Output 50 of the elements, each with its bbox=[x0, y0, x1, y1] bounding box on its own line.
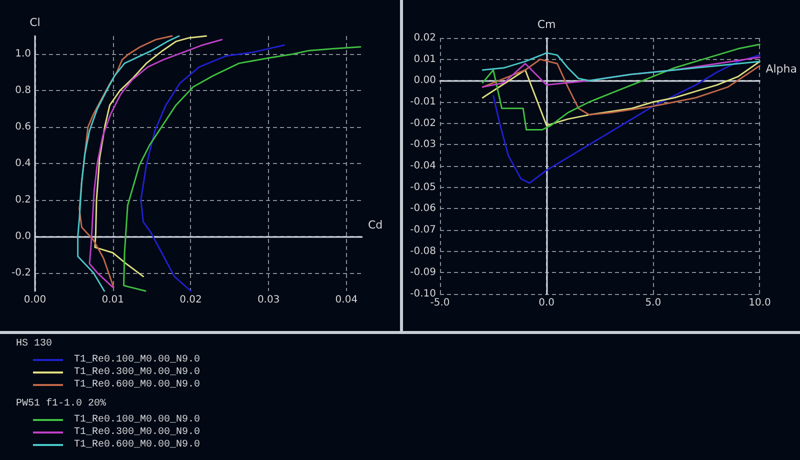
y-tick-label: 0.6 bbox=[15, 122, 31, 133]
legend-label: T1_Re0.600_M0.00_N9.0 bbox=[74, 380, 200, 390]
y-tick-label: 0.0 bbox=[15, 230, 31, 242]
y-tick-label: -0.07 bbox=[410, 224, 436, 236]
x-tick-label: 0.00 bbox=[24, 294, 46, 306]
y-tick-label: 0.01 bbox=[414, 54, 436, 65]
x-tick-label: 10.0 bbox=[748, 298, 771, 308]
legend-label: T1_Re0.600_M0.00_N9.0 bbox=[74, 440, 200, 450]
line-series bbox=[482, 60, 760, 126]
y-tick-label: 0.2 bbox=[15, 194, 31, 206]
y-tick-label: -0.05 bbox=[410, 182, 436, 193]
x-axis-title: Cd bbox=[368, 218, 383, 232]
x-tick-label: 0.04 bbox=[335, 294, 358, 306]
x-tick-label: 0.01 bbox=[102, 294, 124, 306]
legend-label: T1_Re0.300_M0.00_N9.0 bbox=[74, 367, 200, 378]
y-tick-label: 1.0 bbox=[15, 48, 31, 60]
y-tick-label: -0.06 bbox=[410, 203, 436, 214]
line-series bbox=[492, 54, 760, 184]
x-axis-title: Alpha bbox=[766, 62, 798, 76]
line-series bbox=[482, 58, 760, 116]
y-tick-label: 0.4 bbox=[15, 158, 31, 169]
y-tick-label: -0.02 bbox=[410, 118, 436, 129]
y-tick-label: -0.01 bbox=[410, 96, 436, 108]
y-tick-label: 0.02 bbox=[414, 32, 436, 44]
x-tick-label: 0.03 bbox=[257, 294, 280, 306]
line-series bbox=[482, 52, 760, 82]
y-tick-label: 0.00 bbox=[414, 75, 436, 86]
x-tick-label: 5.0 bbox=[645, 298, 662, 308]
y-axis-title: Cm bbox=[537, 18, 556, 31]
line-series bbox=[123, 46, 362, 292]
x-tick-label: 0.0 bbox=[538, 298, 555, 308]
x-tick-label: 0.02 bbox=[180, 294, 202, 306]
line-series bbox=[94, 35, 208, 278]
y-tick-label: -0.2 bbox=[11, 267, 31, 278]
text: HS 130 bbox=[16, 338, 52, 350]
line-series bbox=[140, 44, 285, 292]
legend-label: T1_Re0.300_M0.00_N9.0 bbox=[74, 427, 200, 438]
legend-label: T1_Re0.100_M0.00_N9.0 bbox=[74, 414, 200, 426]
y-axis-title: Cl bbox=[30, 16, 40, 29]
y-tick-label: -0.03 bbox=[410, 139, 436, 150]
legend-label: T1_Re0.100_M0.00_N9.0 bbox=[74, 354, 200, 366]
line-series bbox=[482, 44, 760, 130]
y-tick-label: -0.10 bbox=[410, 288, 436, 300]
y-tick-label: -0.08 bbox=[410, 246, 436, 257]
line-series bbox=[88, 38, 223, 288]
y-tick-label: -0.09 bbox=[410, 267, 436, 278]
y-tick-label: 0.8 bbox=[15, 85, 31, 96]
y-tick-label: -0.04 bbox=[410, 160, 436, 172]
x-tick-label: -5.0 bbox=[430, 298, 450, 308]
text: PW51 f1-1.0 20% bbox=[16, 398, 106, 410]
